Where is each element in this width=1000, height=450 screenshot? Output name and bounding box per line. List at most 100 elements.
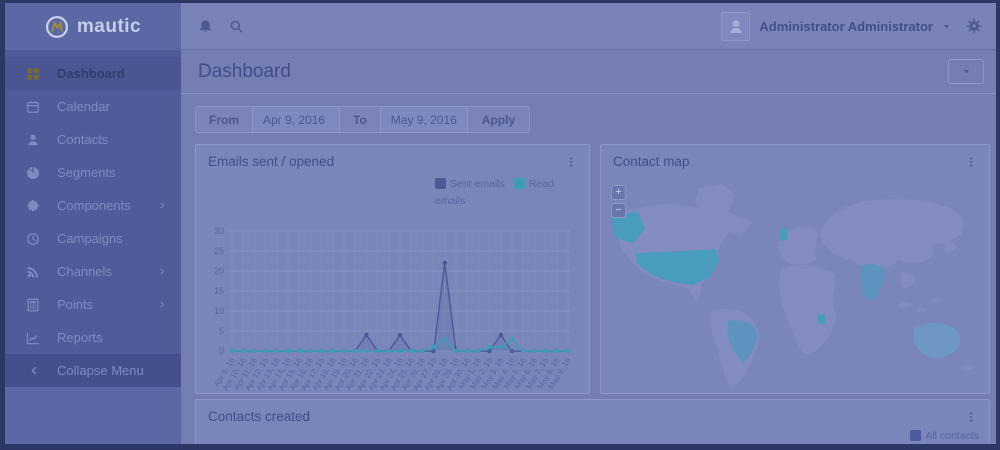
map-indonesia-2 <box>915 307 928 313</box>
emails-panel-title: Emails sent / opened <box>208 154 335 169</box>
bell-icon[interactable] <box>198 19 213 34</box>
sidebar-item-dashboard[interactable]: Dashboard <box>5 57 181 90</box>
sidebar-menu: Dashboard Calendar Contacts Segments Com… <box>5 50 181 387</box>
map-zoom-in-button[interactable]: + <box>611 185 626 200</box>
gear-icon[interactable] <box>966 18 982 34</box>
date-filter: From To Apply <box>195 106 996 133</box>
user-menu: Administrator Administrator <box>721 11 986 41</box>
sidebar-item-contacts[interactable]: Contacts <box>5 123 181 156</box>
chevron-right-icon <box>158 300 167 309</box>
sidebar-item-points[interactable]: Points <box>5 288 181 321</box>
main-area: Administrator Administrator Dashboard Fr… <box>181 3 996 444</box>
line-chart-icon <box>25 330 41 346</box>
kebab-menu-icon[interactable] <box>565 156 577 168</box>
legend-label-read: Read emails <box>435 178 554 207</box>
apply-button[interactable]: Apply <box>466 106 531 133</box>
sidebar-item-label: Segments <box>57 165 116 180</box>
map-asia <box>820 198 964 268</box>
svg-text:30: 30 <box>214 226 224 236</box>
logo-text: mautic <box>76 15 142 37</box>
caret-down-icon[interactable] <box>942 22 951 31</box>
svg-text:5: 5 <box>219 326 224 336</box>
map-country-united-states[interactable] <box>634 249 720 285</box>
map-se-asia <box>899 271 916 288</box>
date-to-input[interactable] <box>379 106 468 133</box>
topbar: Administrator Administrator <box>181 3 996 50</box>
chevron-right-icon <box>158 267 167 276</box>
user-icon <box>25 132 41 148</box>
map-zoom-out-button[interactable]: − <box>611 203 626 218</box>
calendar-icon <box>25 99 41 115</box>
map-japan <box>943 241 957 254</box>
caret-down-icon <box>962 67 971 76</box>
contacts-panel-title: Contacts created <box>208 409 311 424</box>
sidebar-item-label: Collapse Menu <box>57 363 144 378</box>
legend-swatch-sent <box>435 178 446 189</box>
map-indonesia <box>897 301 912 308</box>
sidebar-item-channels[interactable]: Channels <box>5 255 181 288</box>
rss-icon <box>25 264 41 280</box>
svg-text:10: 10 <box>214 306 224 316</box>
map-country-brazil[interactable] <box>727 320 758 363</box>
map-africa <box>779 265 837 355</box>
sidebar-item-label: Contacts <box>57 132 109 147</box>
pie-chart-icon <box>25 165 41 181</box>
page-title: Dashboard <box>198 60 291 82</box>
chart-legend: Sent emails Read emails <box>435 176 565 210</box>
kebab-menu-icon[interactable] <box>965 411 977 423</box>
chevron-left-icon <box>25 363 41 379</box>
sidebar-item-reports[interactable]: Reports <box>5 321 181 354</box>
kebab-menu-icon[interactable] <box>965 156 977 168</box>
emails-line-chart: 0 5 10 15 20 25 30 Apr 9, 16 Apr 10, 16 Apr 11, 1… <box>204 219 589 422</box>
search-icon[interactable] <box>229 19 244 34</box>
sidebar-item-campaigns[interactable]: Campaigns <box>5 222 181 255</box>
mautic-logo[interactable]: mautic <box>5 3 181 50</box>
sidebar-item-segments[interactable]: Segments <box>5 156 181 189</box>
to-label: To <box>339 106 381 133</box>
map-country-india[interactable] <box>860 263 885 301</box>
chevron-right-icon <box>158 201 167 210</box>
map-country-united-kingdom[interactable] <box>779 227 789 243</box>
map-country-australia[interactable] <box>913 322 961 359</box>
avatar-icon <box>730 20 742 33</box>
date-from-input[interactable] <box>252 106 340 133</box>
contact-map-panel: Contact map + − <box>600 144 990 394</box>
map-new-zealand <box>964 366 973 371</box>
calculator-icon <box>25 297 41 313</box>
map-country-uganda[interactable] <box>817 314 826 324</box>
svg-text:20: 20 <box>214 266 224 276</box>
sidebar-item-collapse-menu[interactable]: Collapse Menu <box>5 354 181 387</box>
legend-swatch-all-contacts <box>910 430 922 441</box>
mautic-logo-icon <box>45 15 69 39</box>
clock-icon <box>25 231 41 247</box>
panels-row: Emails sent / opened Sent emails Read em… <box>195 144 990 394</box>
map-philippines <box>930 298 941 304</box>
contacts-chart-legend: All contacts <box>910 430 979 442</box>
sidebar-item-label: Dashboard <box>57 66 125 81</box>
sidebar-item-label: Calendar <box>57 99 110 114</box>
grid-icon <box>25 66 41 82</box>
user-name[interactable]: Administrator Administrator <box>759 18 933 34</box>
sidebar-item-calendar[interactable]: Calendar <box>5 90 181 123</box>
emails-panel: Emails sent / opened Sent emails Read em… <box>195 144 590 394</box>
app-window: mautic Dashboard Calendar Contacts Segme… <box>5 3 996 444</box>
legend-swatch-read <box>513 178 525 189</box>
from-label: From <box>195 106 253 133</box>
contacts-created-panel: Contacts created All contacts <box>195 399 990 444</box>
svg-text:15: 15 <box>214 286 224 296</box>
sidebar-item-label: Components <box>57 198 131 213</box>
svg-text:0: 0 <box>219 346 224 356</box>
sidebar-item-label: Channels <box>57 264 112 279</box>
map-country-alaska[interactable] <box>610 211 645 244</box>
page-header: Dashboard <box>181 50 996 94</box>
sidebar: mautic Dashboard Calendar Contacts Segme… <box>5 3 181 444</box>
sidebar-item-label: Campaigns <box>57 231 123 246</box>
world-map <box>603 175 987 391</box>
svg-text:25: 25 <box>214 246 224 256</box>
dashboard-options-button[interactable] <box>948 59 984 84</box>
map-panel-title: Contact map <box>613 154 690 169</box>
sidebar-item-label: Points <box>57 297 94 312</box>
content: From To Apply Emails sent / opened Sent … <box>181 94 996 444</box>
sidebar-item-label: Reports <box>57 330 103 345</box>
sidebar-item-components[interactable]: Components <box>5 189 181 222</box>
